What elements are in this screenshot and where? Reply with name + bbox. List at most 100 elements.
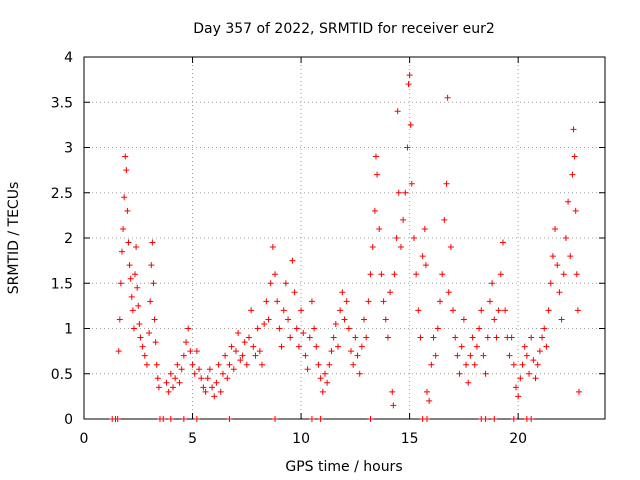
data-point [463, 361, 470, 368]
data-point [510, 361, 517, 368]
data-point [187, 348, 194, 355]
data-point [445, 289, 452, 296]
data-point [116, 316, 123, 323]
x-tick-label: 15 [401, 431, 419, 447]
data-point [123, 167, 130, 174]
data-point [339, 289, 346, 296]
data-point [193, 348, 200, 355]
data-point [114, 416, 121, 422]
data-point [306, 334, 313, 341]
data-point [356, 370, 363, 377]
data-point [413, 271, 420, 278]
data-point [372, 153, 379, 160]
data-point [143, 361, 150, 368]
data-point [326, 361, 333, 368]
data-point [243, 361, 250, 368]
data-point [152, 339, 159, 346]
data-point [354, 352, 361, 359]
x-tick-label: 0 [80, 431, 89, 447]
data-point [374, 171, 381, 178]
data-point [421, 225, 428, 232]
data-point [245, 334, 252, 341]
data-point [391, 271, 398, 278]
y-tick-label: 2 [64, 231, 73, 247]
data-point [252, 352, 259, 359]
data-point [217, 388, 224, 395]
data-point [226, 416, 233, 422]
data-point [215, 361, 222, 368]
data-point [495, 307, 502, 314]
data-point [393, 235, 400, 241]
data-point [151, 316, 158, 323]
data-point [493, 334, 500, 341]
scatter-points [109, 72, 582, 422]
data-point [473, 343, 480, 350]
data-point [358, 343, 365, 350]
data-point [512, 384, 519, 391]
data-point [491, 316, 498, 323]
data-point [549, 253, 556, 260]
data-point [139, 343, 146, 350]
data-point [547, 280, 554, 287]
data-point [565, 198, 572, 205]
data-point [506, 352, 513, 359]
y-tick-label: 1.5 [51, 276, 73, 292]
data-point [155, 384, 162, 391]
data-point [276, 325, 283, 332]
y-tick-labels: 0 0.5 1 1.5 2 2.5 3 3.5 4 [51, 50, 73, 428]
data-point [228, 343, 235, 350]
data-point [308, 416, 315, 422]
data-point [571, 153, 578, 160]
data-point [394, 108, 401, 115]
data-point [337, 307, 344, 314]
data-point [239, 352, 246, 359]
y-axis-label: SRMTID / TECUs [6, 182, 22, 295]
data-point [226, 361, 233, 368]
data-point [497, 271, 504, 278]
data-point [452, 334, 459, 341]
data-point [167, 416, 174, 422]
data-point [149, 239, 156, 246]
data-point [341, 316, 348, 323]
data-point [382, 316, 389, 323]
data-point [308, 298, 315, 305]
data-point [545, 307, 552, 314]
data-point [232, 348, 239, 355]
data-point [213, 379, 220, 386]
data-point [523, 352, 530, 359]
data-point [532, 375, 539, 382]
data-point [369, 244, 376, 251]
data-point [465, 379, 472, 386]
data-point [365, 298, 372, 305]
data-point [278, 343, 285, 350]
data-point [376, 225, 383, 232]
data-point [128, 293, 135, 300]
data-point [180, 416, 187, 422]
data-point [405, 81, 412, 88]
data-point [313, 343, 320, 350]
data-point [554, 262, 561, 269]
data-point [361, 316, 368, 323]
data-point [132, 271, 139, 278]
data-point [430, 334, 437, 341]
data-point [160, 416, 167, 422]
x-tick-label: 10 [292, 431, 310, 447]
data-point [154, 375, 161, 382]
y-tick-label: 4 [64, 50, 73, 66]
data-point [200, 384, 207, 391]
data-point [165, 388, 172, 395]
data-point [562, 235, 569, 241]
data-point [415, 307, 422, 314]
data-point [574, 307, 581, 314]
data-point [300, 330, 307, 337]
data-point [256, 348, 263, 355]
data-point [441, 216, 448, 223]
data-point [183, 339, 190, 346]
data-point [480, 352, 487, 359]
data-point [408, 180, 415, 187]
data-point [319, 388, 326, 395]
data-point [330, 334, 337, 341]
data-point [274, 298, 281, 305]
axis-ticks [83, 56, 605, 420]
data-point [570, 126, 577, 133]
